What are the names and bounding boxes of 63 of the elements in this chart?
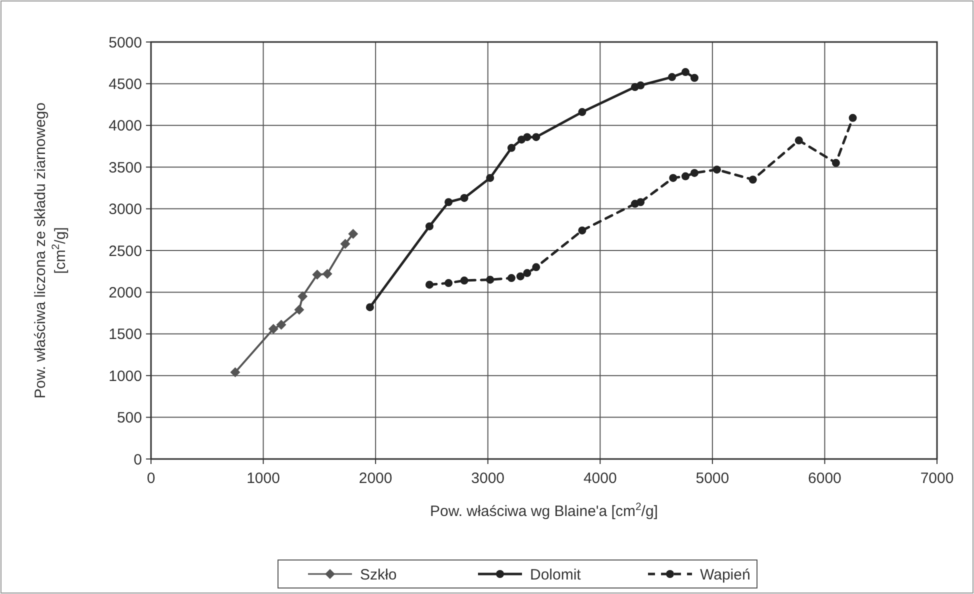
point xyxy=(230,367,240,378)
point xyxy=(486,174,494,182)
point xyxy=(690,74,698,82)
point xyxy=(794,136,803,144)
x-axis-title: Pow. właściwa wg Blaine'a [cm$^{2}$/g] xyxy=(430,501,658,520)
point xyxy=(340,238,350,249)
y-tick-label: 3500 xyxy=(108,159,142,176)
point xyxy=(425,222,434,230)
y-tick-label: 0 xyxy=(134,451,142,468)
point xyxy=(636,198,645,206)
legend-label: Szkło xyxy=(360,566,397,584)
point xyxy=(681,172,690,180)
x-tick-label: 2000 xyxy=(358,470,392,487)
point xyxy=(578,226,586,234)
y-tick-label: 3000 xyxy=(108,201,142,218)
point xyxy=(690,168,698,177)
y-tick-label: 500 xyxy=(116,410,142,427)
x-tick-label: 7000 xyxy=(920,470,954,487)
y-tick-label: 4500 xyxy=(108,76,142,93)
point xyxy=(507,274,516,282)
point xyxy=(523,269,532,278)
x-tick-label: 6000 xyxy=(808,470,842,487)
point xyxy=(425,280,434,289)
x-tick-label: 1000 xyxy=(246,470,280,487)
point xyxy=(298,291,308,302)
point xyxy=(578,108,586,116)
point xyxy=(516,272,524,280)
legend-label: Wapień xyxy=(700,566,750,584)
point xyxy=(523,133,532,142)
y-tick-label: 4000 xyxy=(108,118,142,135)
point xyxy=(848,114,857,122)
x-tick-label: 5000 xyxy=(696,470,730,487)
point xyxy=(748,176,757,184)
point xyxy=(681,68,690,76)
point xyxy=(532,263,540,272)
y-tick-label: 1500 xyxy=(108,326,142,344)
point xyxy=(532,133,540,142)
point xyxy=(276,320,286,330)
point xyxy=(312,270,322,280)
legend-label: Dolomit xyxy=(530,566,582,584)
y-tick-label: 2000 xyxy=(108,284,142,302)
point xyxy=(366,303,374,312)
point xyxy=(294,304,304,315)
point xyxy=(507,144,516,152)
y-tick-label: 2500 xyxy=(108,242,142,260)
point xyxy=(486,276,494,284)
point xyxy=(669,174,678,182)
point xyxy=(668,73,676,82)
point xyxy=(460,276,468,285)
point xyxy=(832,158,840,167)
point xyxy=(268,324,278,334)
x-tick-label: 3000 xyxy=(471,470,505,487)
point xyxy=(712,166,721,174)
point xyxy=(636,81,645,90)
point xyxy=(348,228,358,239)
y-tick-label: 5000 xyxy=(108,34,142,52)
point xyxy=(460,194,468,202)
x-tick-label: 0 xyxy=(146,470,156,487)
x-tick-label: 4000 xyxy=(583,470,617,487)
point xyxy=(444,198,453,206)
y-tick-label: 1000 xyxy=(108,368,142,385)
point xyxy=(444,279,453,288)
point xyxy=(322,268,332,279)
